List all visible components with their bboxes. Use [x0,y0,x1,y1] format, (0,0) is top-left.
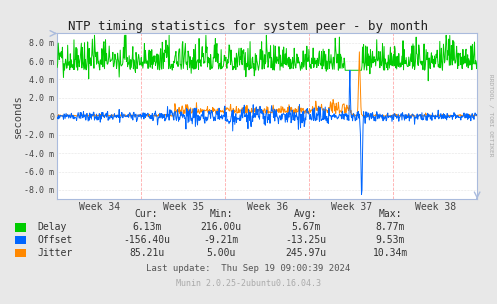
Text: Min:: Min: [209,209,233,219]
Text: Cur:: Cur: [135,209,159,219]
Text: Avg:: Avg: [294,209,318,219]
Text: 5.67m: 5.67m [291,223,321,232]
Text: 10.34m: 10.34m [373,248,408,258]
Text: NTP timing statistics for system peer - by month: NTP timing statistics for system peer - … [69,20,428,33]
Text: Jitter: Jitter [37,248,73,258]
Text: 9.53m: 9.53m [375,235,405,245]
Text: 8.77m: 8.77m [375,223,405,232]
Text: -13.25u: -13.25u [285,235,326,245]
Text: Offset: Offset [37,235,73,245]
Text: -156.40u: -156.40u [123,235,170,245]
Text: Last update:  Thu Sep 19 09:00:39 2024: Last update: Thu Sep 19 09:00:39 2024 [147,264,350,273]
Text: RRDTOOL / TOBI OETIKER: RRDTOOL / TOBI OETIKER [489,74,494,157]
Text: Delay: Delay [37,223,67,232]
Text: 6.13m: 6.13m [132,223,162,232]
Text: -9.21m: -9.21m [204,235,239,245]
Text: 245.97u: 245.97u [285,248,326,258]
Text: 216.00u: 216.00u [201,223,242,232]
Text: 5.00u: 5.00u [206,248,236,258]
Y-axis label: seconds: seconds [13,95,23,138]
Text: Munin 2.0.25-2ubuntu0.16.04.3: Munin 2.0.25-2ubuntu0.16.04.3 [176,279,321,288]
Text: 85.21u: 85.21u [129,248,164,258]
Text: Max:: Max: [378,209,402,219]
